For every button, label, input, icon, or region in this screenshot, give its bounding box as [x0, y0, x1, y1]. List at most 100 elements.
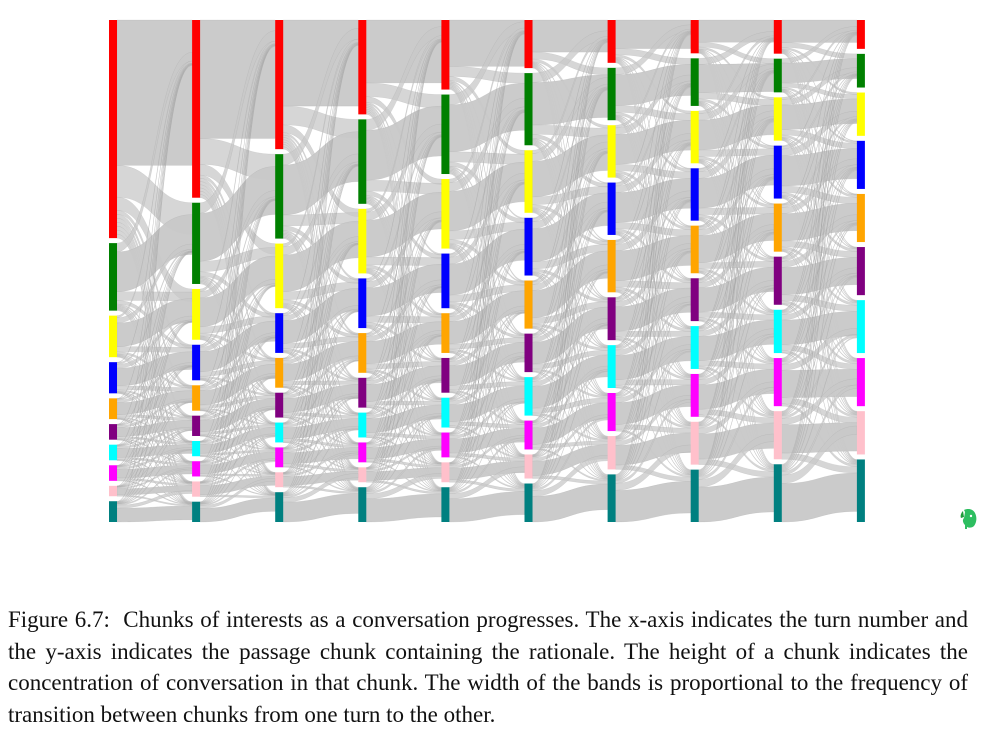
transition-band: [449, 151, 525, 165]
chunk-node: [358, 377, 367, 408]
chunk-node: [275, 313, 284, 353]
chunk-node: [358, 278, 367, 329]
chunk-node: [358, 333, 367, 373]
chunk-node: [524, 280, 533, 329]
chunk-node: [856, 92, 865, 136]
chunk-node: [358, 20, 367, 115]
caption-text: Chunks of interests as a conversation pr…: [8, 607, 969, 727]
chunk-node: [856, 411, 865, 455]
chunk-node: [109, 315, 117, 358]
chunk-node: [690, 225, 699, 274]
chunk-nodes: [109, 20, 865, 522]
transition-bands: [116, 19, 858, 523]
chunk-node: [690, 421, 699, 465]
chunk-node: [192, 501, 201, 522]
chunk-node: [441, 487, 450, 522]
chunk-node: [690, 110, 699, 164]
chunk-node: [856, 300, 865, 354]
chunk-node: [192, 344, 201, 381]
chunk-node: [607, 20, 616, 63]
evernote-elephant-icon[interactable]: [958, 508, 978, 530]
chunk-node: [773, 58, 782, 93]
chunk-node: [441, 462, 450, 483]
transition-band: [532, 124, 608, 138]
chunk-node: [441, 432, 450, 458]
chunk-node: [192, 461, 201, 477]
chunk-node: [856, 53, 865, 88]
chunk-node: [109, 243, 117, 311]
transition-band: [116, 19, 193, 166]
chunk-node: [607, 125, 616, 178]
chunk-node: [524, 150, 533, 213]
chunk-node: [441, 357, 450, 393]
chunk-node: [192, 288, 201, 340]
chunk-node: [109, 398, 117, 420]
transition-band: [698, 261, 774, 269]
chunk-node: [441, 313, 450, 353]
chunk-node: [275, 392, 284, 418]
caption-label: Figure 6.7:: [8, 607, 110, 632]
chunk-node: [358, 412, 367, 438]
chunk-node: [607, 67, 616, 121]
chunk-node: [690, 373, 699, 417]
chunk-node: [690, 58, 699, 106]
chunk-node: [607, 297, 616, 341]
figure-caption: Figure 6.7: Chunks of interests as a con…: [8, 604, 968, 730]
chunk-node: [773, 464, 782, 522]
chunk-node: [524, 483, 533, 522]
chunk-node: [192, 481, 201, 497]
chunk-node: [690, 168, 699, 221]
chunk-node: [109, 362, 117, 394]
chunk-node: [275, 357, 284, 388]
chunk-node: [607, 474, 616, 522]
chunk-node: [275, 447, 284, 468]
chunk-node: [109, 465, 117, 481]
chunk-node: [773, 411, 782, 460]
chunk-node: [524, 420, 533, 450]
chunk-node: [607, 239, 616, 293]
chunk-node: [773, 358, 782, 407]
chunk-node: [607, 345, 616, 388]
chunk-node: [524, 20, 533, 69]
chunk-node: [358, 208, 367, 274]
chunk-node: [192, 385, 201, 411]
chunk-node: [109, 424, 117, 440]
chunk-node: [856, 358, 865, 407]
chunk-node: [690, 326, 699, 369]
chunk-node: [690, 278, 699, 322]
chunk-node: [192, 415, 201, 436]
chunk-node: [109, 444, 117, 461]
transition-band: [781, 422, 858, 454]
chunk-node: [358, 487, 367, 522]
chunk-node: [192, 202, 201, 284]
chunk-node: [275, 20, 284, 150]
chunk-node: [275, 154, 284, 239]
chunk-node: [441, 94, 450, 175]
chunk-node: [441, 397, 450, 428]
chunk-node: [607, 182, 616, 235]
chunk-node: [524, 377, 533, 416]
chunk-node: [441, 20, 450, 90]
chunk-node: [773, 145, 782, 199]
chunk-node: [275, 243, 284, 309]
chunk-node: [524, 73, 533, 146]
chunk-node: [109, 20, 117, 239]
chunk-node: [773, 203, 782, 252]
transition-band: [283, 380, 359, 385]
chunk-node: [856, 20, 865, 49]
chunk-node: [690, 20, 699, 54]
chunk-node: [358, 467, 367, 483]
chunk-node: [607, 436, 616, 470]
transition-band: [116, 505, 193, 523]
chunk-node: [773, 256, 782, 305]
sankey-chart: [109, 19, 865, 523]
chunk-node: [275, 472, 284, 488]
chunk-node: [358, 119, 367, 204]
chunk-node: [856, 459, 865, 522]
chunk-node: [524, 454, 533, 479]
transition-band: [698, 148, 774, 157]
chunk-node: [275, 422, 284, 443]
chunk-node: [773, 20, 782, 54]
chunk-node: [109, 501, 117, 522]
chunk-node: [109, 485, 117, 497]
